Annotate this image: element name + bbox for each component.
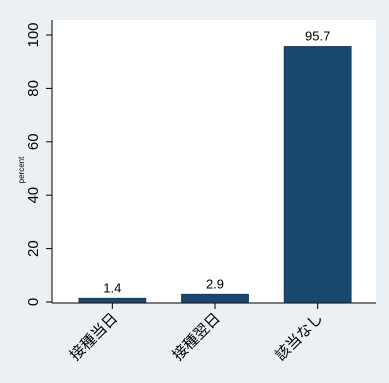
bars xyxy=(78,46,352,303)
y-tick-label: 80 xyxy=(25,80,42,97)
data-labels: 1.4 2.9 95.7 xyxy=(103,28,330,295)
bar xyxy=(283,46,352,303)
y-tick-label: 60 xyxy=(25,133,42,150)
bar xyxy=(181,293,249,303)
y-tick-label: 100 xyxy=(25,22,42,47)
bar-value-label: 2.9 xyxy=(206,276,224,291)
bar xyxy=(78,297,147,303)
y-axis-label: percent xyxy=(17,156,26,183)
y-tick-label: 40 xyxy=(25,187,42,204)
bar-value-label: 95.7 xyxy=(305,28,330,43)
y-axis: 0 20 40 60 80 100 xyxy=(25,20,53,306)
y-tick-label: 0 xyxy=(25,298,42,306)
y-tick-label: 20 xyxy=(25,240,42,257)
bar-value-label: 1.4 xyxy=(103,280,121,295)
